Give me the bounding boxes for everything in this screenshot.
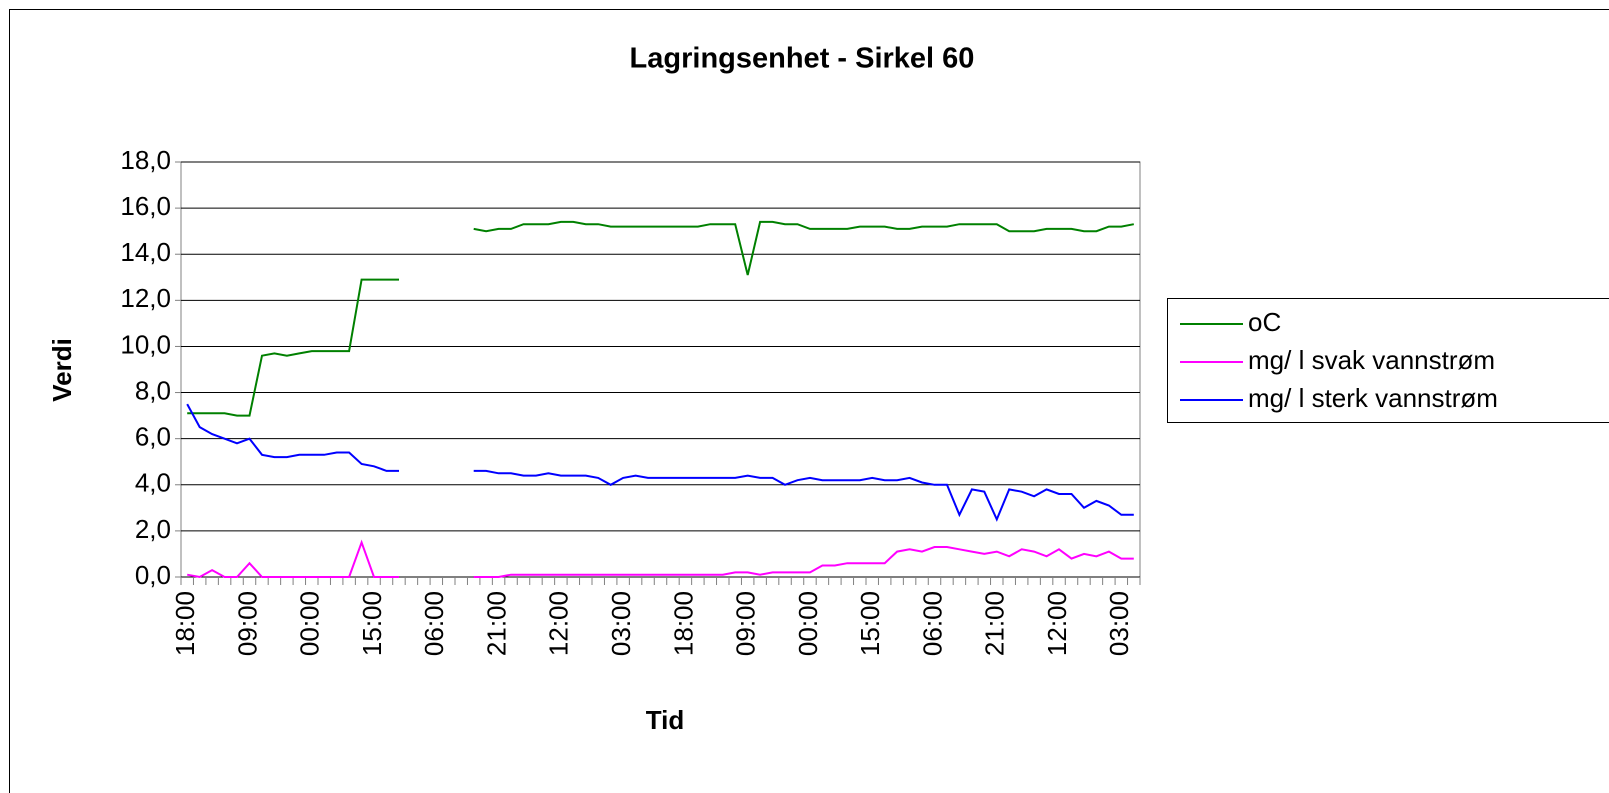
y-tick-label: 8,0 xyxy=(135,375,171,405)
legend-label: mg/ l sterk vannstrøm xyxy=(1248,383,1498,413)
x-tick-label: 18:00 xyxy=(668,591,698,656)
x-tick-label: 03:00 xyxy=(1104,591,1134,656)
x-tick-label: 09:00 xyxy=(731,591,761,656)
series-line xyxy=(187,220,1134,417)
y-tick-label: 4,0 xyxy=(135,468,171,498)
y-tick-label: 6,0 xyxy=(135,422,171,452)
x-tick-label: 21:00 xyxy=(481,591,511,656)
x-tick-label: 06:00 xyxy=(917,591,947,656)
series-line xyxy=(187,539,1134,579)
y-tick-label: 10,0 xyxy=(120,329,171,359)
y-tick-label: 12,0 xyxy=(120,283,171,313)
x-tick-label: 15:00 xyxy=(855,591,885,656)
y-axis-label: Verdi xyxy=(47,338,77,402)
y-tick-label: 2,0 xyxy=(135,514,171,544)
plot-area xyxy=(180,161,1141,578)
x-tick-label: 00:00 xyxy=(295,591,325,656)
x-tick-label: 12:00 xyxy=(1042,591,1072,656)
x-tick-label: 00:00 xyxy=(793,591,823,656)
legend xyxy=(1167,298,1609,423)
x-axis-label: Tid xyxy=(646,705,685,735)
legend-label: oC xyxy=(1248,307,1281,337)
x-tick-label: 06:00 xyxy=(419,591,449,656)
y-tick-label: 0,0 xyxy=(135,560,171,590)
x-tick-label: 09:00 xyxy=(232,591,262,656)
chart-title: Lagringsenhet - Sirkel 60 xyxy=(630,43,975,75)
series-line xyxy=(186,403,1134,522)
y-tick-label: 14,0 xyxy=(120,237,171,267)
y-tick-label: 16,0 xyxy=(120,191,171,221)
x-tick-label: 15:00 xyxy=(357,591,387,656)
x-tick-label: 21:00 xyxy=(980,591,1010,656)
y-tick-label: 18,0 xyxy=(120,145,171,175)
legend-label: mg/ l svak vannstrøm xyxy=(1248,345,1495,375)
x-tick-label: 18:00 xyxy=(170,591,200,656)
x-tick-label: 12:00 xyxy=(544,591,574,656)
x-tick-label: 03:00 xyxy=(606,591,636,656)
